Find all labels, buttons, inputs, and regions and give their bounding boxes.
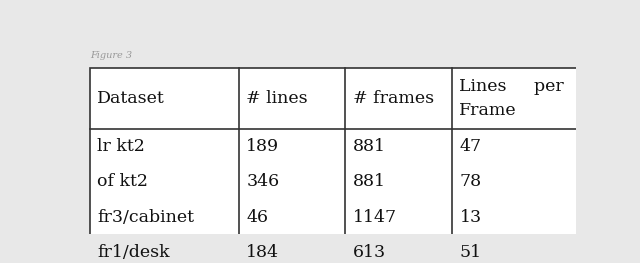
Text: 13: 13 bbox=[460, 209, 481, 226]
Text: Lines     per
Frame: Lines per Frame bbox=[460, 78, 564, 119]
Text: 184: 184 bbox=[246, 244, 279, 261]
Text: 881: 881 bbox=[353, 138, 386, 155]
Text: of kt2: of kt2 bbox=[97, 173, 148, 190]
Text: 189: 189 bbox=[246, 138, 279, 155]
Text: 881: 881 bbox=[353, 173, 386, 190]
Text: 46: 46 bbox=[246, 209, 268, 226]
Text: Figure 3: Figure 3 bbox=[90, 51, 132, 60]
Text: 613: 613 bbox=[353, 244, 386, 261]
Text: lr kt2: lr kt2 bbox=[97, 138, 145, 155]
Text: 1147: 1147 bbox=[353, 209, 397, 226]
Text: # lines: # lines bbox=[246, 90, 308, 107]
Text: 51: 51 bbox=[460, 244, 481, 261]
Text: # frames: # frames bbox=[353, 90, 434, 107]
Text: Dataset: Dataset bbox=[97, 90, 165, 107]
Text: fr1/desk: fr1/desk bbox=[97, 244, 170, 261]
Text: 78: 78 bbox=[460, 173, 481, 190]
Text: 47: 47 bbox=[460, 138, 481, 155]
Text: fr3/cabinet: fr3/cabinet bbox=[97, 209, 195, 226]
Text: 346: 346 bbox=[246, 173, 279, 190]
